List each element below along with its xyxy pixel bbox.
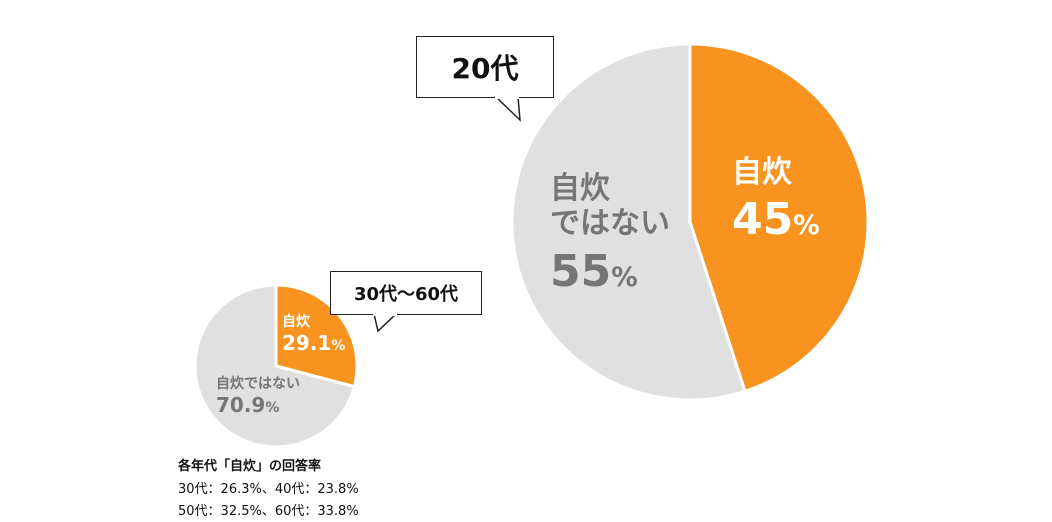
small-gray-name: 自炊ではない bbox=[216, 376, 300, 392]
big-gray-name-line1: 自炊 bbox=[550, 171, 610, 206]
big-orange-name: 自炊 bbox=[732, 155, 792, 190]
note-title: 各年代「自炊」の回答率 bbox=[178, 459, 322, 474]
big-orange-value-line: 45% bbox=[732, 193, 820, 246]
callout-30s-60s-title: 30代～60代 bbox=[353, 284, 459, 305]
note-line-1: 30代：26.3%、40代：23.8% bbox=[178, 482, 359, 497]
callout-30s-60s: 30代～60代 bbox=[330, 271, 482, 315]
pie-30s-60s bbox=[193, 283, 359, 449]
small-gray-pct: % bbox=[265, 400, 280, 417]
small-gray-value-line: 70.9% bbox=[216, 394, 300, 417]
big-gray-label: 自炊 ではない 55% bbox=[550, 171, 670, 298]
small-gray-label: 自炊ではない 70.9% bbox=[216, 376, 300, 417]
callout-20s-title: 20代 bbox=[451, 52, 519, 85]
big-orange-label: 自炊 45% bbox=[732, 155, 820, 246]
big-orange-pct: % bbox=[793, 209, 820, 241]
callout-30s-60s-tail bbox=[373, 313, 398, 333]
big-gray-value: 55 bbox=[550, 246, 612, 297]
small-orange-pct: % bbox=[331, 338, 346, 355]
big-gray-name-line2: ではない bbox=[550, 205, 670, 241]
pie-20s bbox=[510, 42, 870, 402]
small-orange-value: 29.1 bbox=[282, 331, 332, 356]
small-orange-label: 自炊 29.1% bbox=[282, 314, 345, 355]
pie-20s-slice-not-self-cooking bbox=[510, 42, 747, 402]
callout-20s-tail bbox=[494, 96, 521, 122]
small-orange-name: 自炊 bbox=[282, 314, 310, 330]
pie-20s-slice-self-cooking bbox=[688, 42, 870, 393]
small-gray-value: 70.9 bbox=[216, 393, 266, 418]
big-gray-value-line: 55% bbox=[550, 246, 670, 298]
pie-30s-60s-slice-not-self-cooking bbox=[193, 283, 356, 449]
pie-30s-60s-slice-self-cooking bbox=[274, 283, 359, 389]
small-orange-value-line: 29.1% bbox=[282, 332, 345, 355]
note-line-2: 50代：32.5%、60代：33.8% bbox=[178, 504, 359, 519]
big-orange-value: 45 bbox=[732, 193, 794, 245]
big-gray-pct: % bbox=[611, 262, 638, 293]
callout-20s: 20代 bbox=[416, 36, 554, 98]
